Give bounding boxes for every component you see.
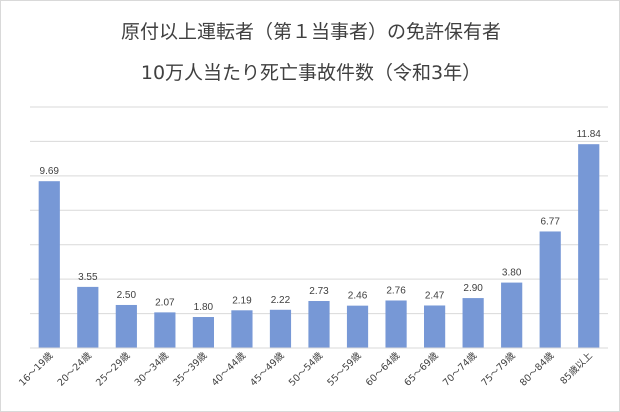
- x-tick-label: 80～84歳: [517, 349, 556, 388]
- data-label: 2.46: [348, 291, 368, 302]
- chart-title-line-2: 10万人当たり死亡事故件数（令和3年）: [140, 62, 482, 84]
- data-label: 3.55: [78, 272, 98, 283]
- data-label: 11.84: [577, 129, 602, 140]
- bar: [38, 181, 60, 348]
- x-tick-label: 70～74歳: [440, 349, 479, 388]
- data-label: 2.90: [463, 283, 483, 294]
- chart-title-line-1: 原付以上運転者（第１当事者）の免許保有者: [120, 21, 501, 43]
- data-label: 1.80: [194, 302, 214, 313]
- bar: [539, 231, 561, 348]
- x-tick-label: 65～69歳: [402, 349, 441, 388]
- data-label: 2.22: [271, 295, 291, 306]
- data-label: 9.69: [40, 166, 60, 177]
- data-label: 2.50: [117, 290, 137, 301]
- data-label: 2.07: [155, 297, 175, 308]
- x-tick-label: 25～29歳: [93, 349, 132, 388]
- x-tick-label: 35～39歳: [170, 349, 209, 388]
- data-label: 2.19: [232, 295, 252, 306]
- x-tick-label: 20～24歳: [55, 349, 94, 388]
- x-tick-label: 40～44歳: [209, 349, 248, 388]
- bar: [192, 317, 214, 348]
- data-label: 6.77: [540, 216, 560, 227]
- bar: [77, 286, 99, 348]
- bar: [115, 304, 137, 348]
- data-label: 2.76: [386, 285, 406, 296]
- x-tick-label: 75～79歳: [479, 349, 518, 388]
- bar: [231, 310, 253, 348]
- x-tick-label: 60～64歳: [363, 349, 402, 388]
- x-tick-label: 50～54歳: [286, 349, 325, 388]
- x-tick-label: 16～19歳: [16, 349, 55, 388]
- bar: [385, 300, 407, 348]
- x-tick-label: 45～49歳: [248, 349, 287, 388]
- x-tick-label: 55～59歳: [325, 349, 364, 388]
- bar: [308, 301, 330, 348]
- bar: [269, 309, 292, 348]
- x-tick-label: 30～34歳: [132, 349, 171, 388]
- bar: [578, 144, 600, 348]
- x-tick-label: 85歳以上: [558, 349, 596, 387]
- bar: [501, 282, 523, 348]
- bar: [424, 305, 446, 348]
- data-label: 2.47: [425, 290, 445, 301]
- data-label: 2.73: [309, 286, 329, 297]
- bar: [154, 312, 176, 348]
- bar: [346, 305, 369, 348]
- bar: [462, 298, 484, 348]
- data-label: 3.80: [502, 268, 522, 279]
